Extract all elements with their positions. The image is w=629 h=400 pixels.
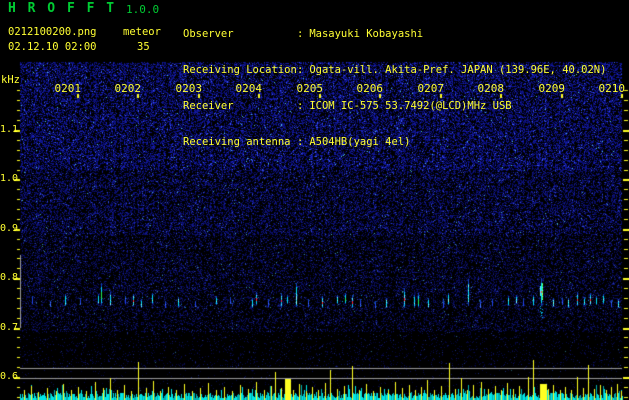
info-row-location: Receiving Location: Ogata-vill. Akita-Pre… [183,64,606,76]
colon: : [297,100,304,112]
info-label: Receiving antenna [183,136,291,148]
info-label: Receiving Location [183,64,297,76]
datetime-label: 02.12.10 02:00 [8,41,97,53]
x-tick-label: 0204 [235,82,263,95]
info-label: Observer [183,28,234,40]
mode-label: meteor [123,26,161,38]
x-tick-label: 0209 [538,82,566,95]
x-tick-label: 0201 [54,82,82,95]
observer-info-block: Observer: Masayuki Kobayashi Receiving Lo… [183,4,606,172]
colon: : [297,64,304,76]
x-tick-label: 0206 [356,82,384,95]
y-tick-label: 0.7 [0,322,19,333]
info-value: A504HB(yagi 4el) [309,136,411,148]
x-tick-label: 0203 [175,82,203,95]
info-row-receiver: Receiver: ICOM IC-575 53.7492(@LCD)MHz US… [183,100,606,112]
info-row-antenna: Receiving antenna: A504HB(yagi 4el) [183,136,606,148]
y-tick-label: 1.1 [0,124,19,135]
y-tick-label: 0.6 [0,371,19,382]
x-tick-label: 0210 [598,82,626,95]
colon: : [297,28,304,40]
y-tick-label: 0.9 [0,223,19,234]
info-value: Ogata-vill. Akita-Pref. JAPAN (139.96E, … [309,64,607,76]
info-label: Receiver [183,100,234,112]
app-version: 1.0.0 [126,3,160,16]
app-title: H R O F F T [8,1,117,16]
x-tick-label: 0208 [477,82,505,95]
y-tick-label: 0.8 [0,272,19,283]
filename-label: 0212100200.png [8,26,97,38]
meteor-count: 35 [137,41,150,53]
info-row-observer: Observer: Masayuki Kobayashi [183,28,606,40]
x-tick-label: 0207 [417,82,445,95]
colon: : [297,136,304,148]
info-value: ICOM IC-575 53.7492(@LCD)MHz USB [309,100,512,112]
y-axis-unit: kHz [1,74,20,86]
x-tick-label: 0205 [296,82,324,95]
x-tick-label: 0202 [114,82,142,95]
info-value: Masayuki Kobayashi [309,28,424,40]
y-tick-label: 1.0 [0,173,19,184]
